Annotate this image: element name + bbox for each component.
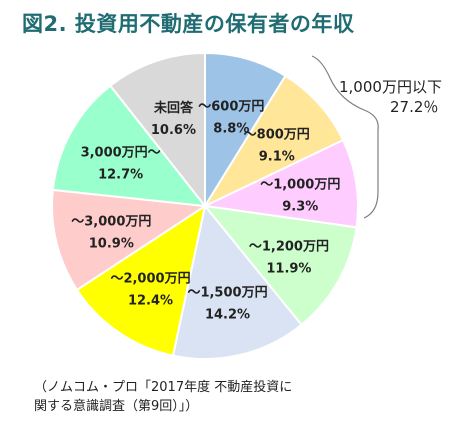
slice-category-label-1: ～800万円 xyxy=(244,128,310,143)
slice-value-label-0: 8.8% xyxy=(213,121,249,136)
pie-slice-7 xyxy=(51,84,208,208)
source-note: （ノムコム・プロ「2017年度 不動産投資に 関する意識調査（第9回）」） xyxy=(34,378,292,416)
slice-category-label-4: ～1,500万円 xyxy=(187,286,267,301)
slice-value-label-7: 12.7% xyxy=(98,167,143,182)
source-line-2: 関する意識調査（第9回）」） xyxy=(34,399,199,414)
slice-value-label-5: 12.4% xyxy=(128,294,173,309)
slice-category-label-0: ～600万円 xyxy=(198,99,264,114)
annotation-label: 1,000万円以下 xyxy=(339,78,442,96)
pie-labels: ～600万円 8.8%～800万円 9.1% ～1,000万円 9.3% ～1,200万円… xyxy=(71,99,340,322)
pie-slice-6 xyxy=(51,188,208,292)
slice-value-label-4: 14.2% xyxy=(205,308,250,323)
pie-slice-1 xyxy=(202,74,345,209)
pie-slice-0 xyxy=(204,51,287,210)
slice-category-label-6: ～3,000万円 xyxy=(71,215,151,230)
pie-slice-4 xyxy=(171,203,303,360)
pie-slice-3 xyxy=(202,204,358,327)
source-line-1: （ノムコム・プロ「2017年度 不動産投資に xyxy=(34,380,293,395)
pie-slice-5 xyxy=(75,203,207,357)
slice-value-label-1: 9.1% xyxy=(259,150,295,165)
slice-value-label-3: 11.9% xyxy=(266,261,311,276)
slice-category-label-8: 未回答 xyxy=(153,100,194,116)
annotation-bracket xyxy=(311,55,379,219)
slice-category-label-7: 3,000万円～ xyxy=(81,145,161,160)
slice-category-label-5: ～2,000万円 xyxy=(110,272,190,287)
pie-slice-2 xyxy=(201,138,359,229)
slice-category-label-3: ～1,200万円 xyxy=(249,239,329,254)
slice-value-label-6: 10.9% xyxy=(89,237,134,252)
slice-value-label-2: 9.3% xyxy=(282,199,318,214)
pie-slice-8 xyxy=(108,51,206,209)
slice-value-label-8: 10.6% xyxy=(151,123,196,138)
pie-slices xyxy=(51,51,359,360)
annotation-value: 27.2％ xyxy=(390,98,438,116)
slice-category-label-2: ～1,000万円 xyxy=(260,177,340,192)
chart-title: 図2. 投資用不動産の保有者の年収 xyxy=(22,12,355,36)
